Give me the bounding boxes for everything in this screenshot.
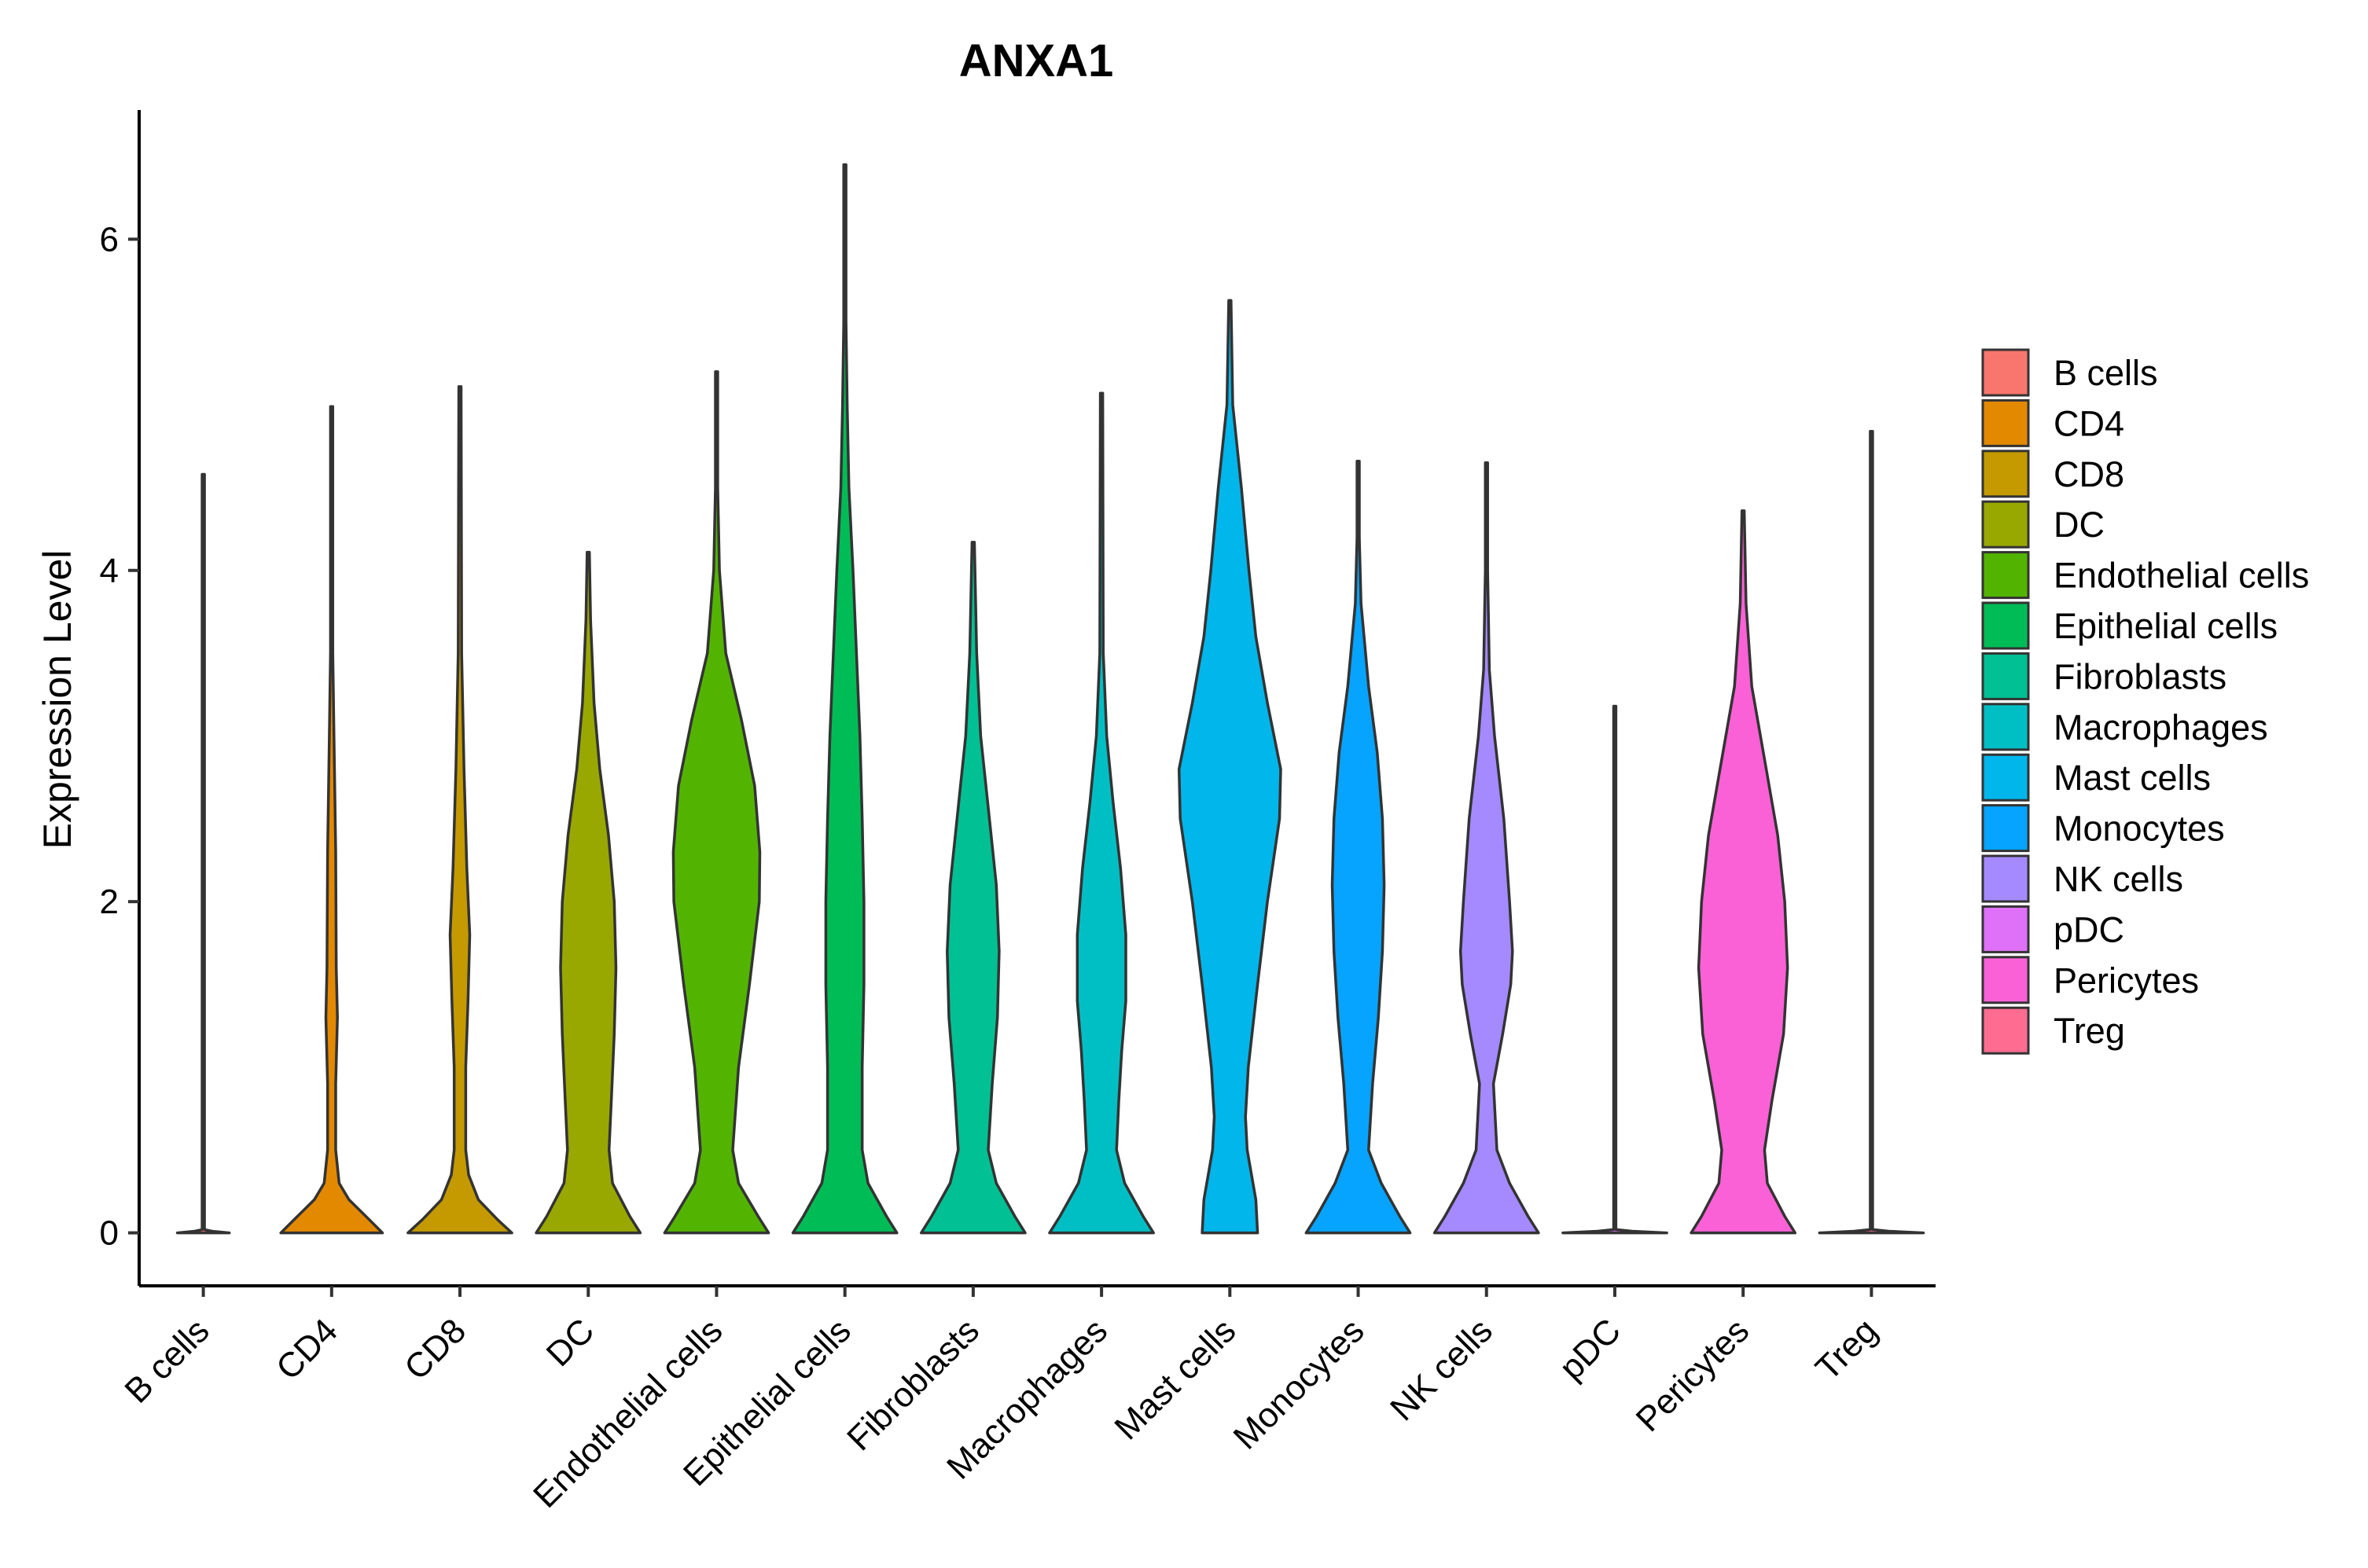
legend-key [1981, 652, 2030, 700]
chart-title: ANXA1 [959, 35, 1114, 86]
legend-label: B cells [2054, 353, 2158, 393]
x-tick-label: NK cells [1383, 1311, 1500, 1428]
violin-mast-cells [1177, 299, 1282, 1235]
violin-fibroblasts [920, 541, 1027, 1235]
legend-key [1981, 601, 2030, 650]
legend-key [1981, 348, 2030, 397]
legend-label: pDC [2054, 909, 2124, 949]
x-tick-label: DC [539, 1311, 602, 1374]
y-axis-title: Expression Level [35, 550, 79, 850]
x-tick-label: Monocytes [1226, 1311, 1372, 1456]
legend-label: Macrophages [2054, 707, 2268, 747]
x-tick-label: Pericytes [1629, 1311, 1757, 1439]
x-tick-label: Treg [1808, 1311, 1884, 1387]
legend-key [1981, 703, 2030, 751]
legend-key [1981, 753, 2030, 802]
legend-label: Pericytes [2054, 960, 2199, 1001]
x-tick-label: B cells [117, 1311, 216, 1410]
legend-label: DC [2054, 505, 2105, 545]
legend-label: Fibroblasts [2054, 656, 2226, 696]
legend-label: NK cells [2054, 859, 2183, 899]
legend-key [1981, 398, 2030, 447]
x-tick-label: CD8 [397, 1311, 473, 1387]
y-tick-label: 0 [100, 1214, 119, 1253]
legend-label: CD8 [2054, 454, 2124, 494]
violin-b-cells [175, 472, 231, 1235]
legend-key [1981, 854, 2030, 903]
legend-key [1981, 551, 2030, 600]
x-tick-label: CD4 [269, 1311, 345, 1387]
legend-label: Mast cells [2054, 758, 2211, 798]
violin-treg [1818, 430, 1925, 1235]
legend-key [1981, 956, 2030, 1004]
legend-label: Epithelial cells [2054, 606, 2278, 646]
y-tick-label: 2 [100, 883, 119, 921]
violin-epithelial-cells [791, 163, 899, 1235]
legend-label: Endothelial cells [2054, 556, 2309, 596]
y-tick-label: 4 [100, 552, 119, 590]
legend-label: CD4 [2054, 403, 2124, 443]
x-tick-label: Mast cells [1107, 1311, 1243, 1447]
x-tick-label: pDC [1552, 1311, 1628, 1387]
violin-pdc [1561, 704, 1668, 1235]
legend-key [1981, 905, 2030, 953]
violin-dc [535, 550, 642, 1235]
violin-endothelial-cells [663, 370, 770, 1235]
legend-label: Monocytes [2054, 809, 2225, 849]
violin-nk-cells [1432, 461, 1540, 1235]
violin-monocytes [1304, 459, 1412, 1235]
legend-key [1981, 500, 2030, 549]
legend-key [1981, 1006, 2030, 1055]
violin-cd4 [279, 405, 384, 1235]
violin-macrophages [1048, 391, 1155, 1235]
legend-key [1981, 804, 2030, 853]
violin-pericytes [1690, 509, 1797, 1235]
violin-cd8 [406, 385, 513, 1235]
legend: B cells CD4 CD8 DC Endothelial cells Epitheli… [1981, 348, 2309, 1055]
y-tick-label: 6 [100, 220, 119, 259]
legend-label: Treg [2054, 1011, 2125, 1051]
legend-key [1981, 450, 2030, 498]
